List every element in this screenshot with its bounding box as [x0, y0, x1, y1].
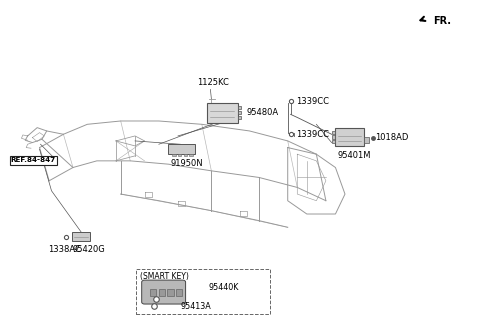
Text: 95420G: 95420G	[72, 245, 105, 254]
Text: 95440K: 95440K	[209, 283, 240, 292]
Text: REF.84-847: REF.84-847	[11, 157, 56, 163]
FancyBboxPatch shape	[142, 280, 186, 304]
Text: 1018AD: 1018AD	[375, 133, 409, 142]
Bar	[184, 154, 187, 156]
Bar	[332, 131, 336, 134]
Text: 1339CC: 1339CC	[296, 96, 329, 106]
Text: 95480A: 95480A	[246, 108, 278, 117]
Bar	[206, 103, 238, 123]
Bar	[364, 137, 369, 143]
Bar	[168, 144, 195, 154]
Text: 1125KC: 1125KC	[197, 78, 229, 87]
Text: 95413A: 95413A	[180, 302, 211, 311]
FancyBboxPatch shape	[136, 269, 270, 314]
Bar	[332, 140, 336, 143]
Text: (SMART KEY): (SMART KEY)	[140, 272, 189, 281]
Bar	[336, 128, 364, 146]
Bar	[176, 289, 182, 296]
Bar	[72, 232, 90, 241]
Bar	[238, 116, 241, 119]
Text: 1339CC: 1339CC	[296, 130, 329, 139]
Bar	[168, 289, 174, 296]
Text: 95401M: 95401M	[338, 150, 372, 159]
Bar	[190, 154, 193, 156]
Text: FR.: FR.	[433, 16, 451, 26]
Bar	[159, 289, 165, 296]
Bar	[150, 289, 156, 296]
Bar	[332, 135, 336, 139]
Bar	[178, 154, 181, 156]
Bar	[238, 111, 241, 114]
Text: 91950N: 91950N	[171, 159, 204, 168]
Bar	[172, 154, 176, 156]
FancyBboxPatch shape	[10, 155, 57, 165]
Bar	[238, 106, 241, 109]
Text: 1338AC: 1338AC	[48, 245, 81, 254]
